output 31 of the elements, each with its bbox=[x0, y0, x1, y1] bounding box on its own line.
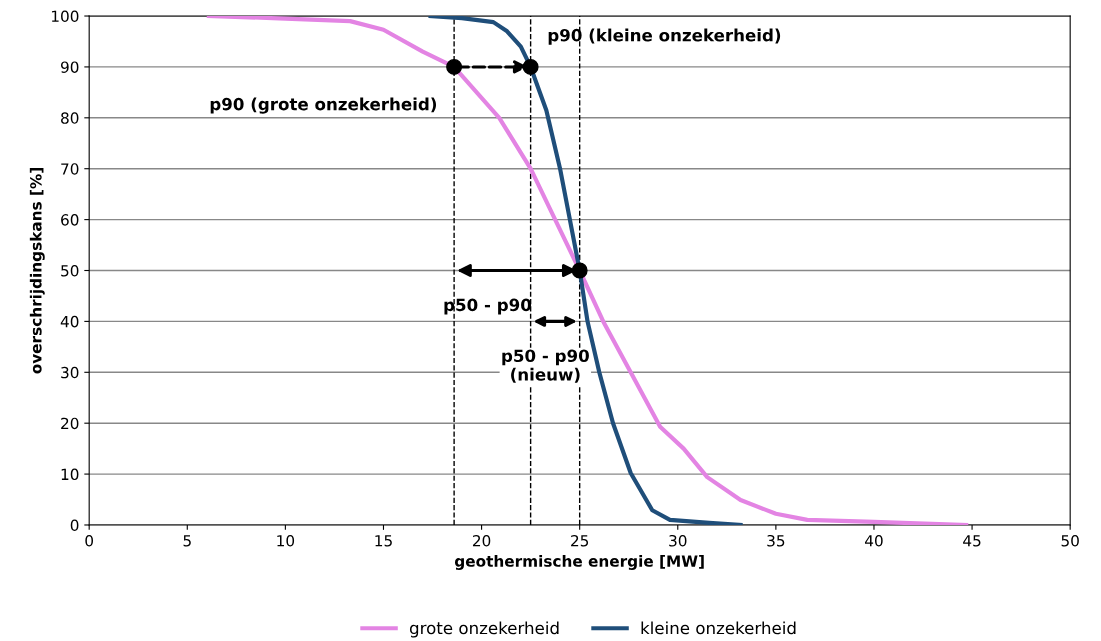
annotation: p50 - p90 (nieuw) bbox=[502, 349, 589, 383]
x-tick-label: 30 bbox=[669, 534, 687, 547]
x-tick-label: 0 bbox=[85, 534, 94, 547]
line-series bbox=[206, 16, 969, 525]
y-tick-label: 80 bbox=[61, 112, 79, 124]
y-tick-label: 40 bbox=[60, 315, 79, 328]
x-tick-label: 40 bbox=[865, 534, 883, 547]
annotation: p90 (kleine onzekerheid) bbox=[548, 28, 781, 45]
x-tick-label: 50 bbox=[1061, 534, 1079, 547]
x-tick-label: 35 bbox=[767, 534, 785, 547]
y-tick-label: 0 bbox=[70, 519, 79, 531]
y-tick-label: 70 bbox=[61, 163, 79, 175]
x-tick-label: 10 bbox=[277, 534, 295, 547]
x-tick-label: 25 bbox=[571, 534, 589, 547]
y-tick-label: 60 bbox=[61, 214, 79, 226]
x-tick-label: 45 bbox=[963, 535, 981, 547]
x-tick-label: 20 bbox=[472, 534, 491, 547]
y-tick-label: 90 bbox=[60, 61, 79, 73]
x-axis-title: geothermische energie [MW] bbox=[454, 555, 704, 570]
x-tick-label: 15 bbox=[375, 535, 392, 547]
y-axis-title: overschrijdingskans [%] bbox=[29, 168, 45, 374]
y-tick-label: 10 bbox=[61, 468, 79, 481]
legend-label: kleine onzekerheid bbox=[641, 621, 796, 635]
annotation: p90 (grote onzekerheid) bbox=[210, 97, 437, 114]
y-tick-label: 100 bbox=[51, 10, 79, 23]
x-tick-label: 5 bbox=[183, 535, 191, 547]
y-tick-label: 50 bbox=[61, 264, 79, 277]
annotation: p50 - p90 bbox=[444, 298, 532, 315]
y-tick-label: 30 bbox=[61, 366, 79, 379]
y-tick-label: 20 bbox=[61, 417, 79, 430]
legend-label: grote onzekerheid bbox=[409, 621, 559, 638]
